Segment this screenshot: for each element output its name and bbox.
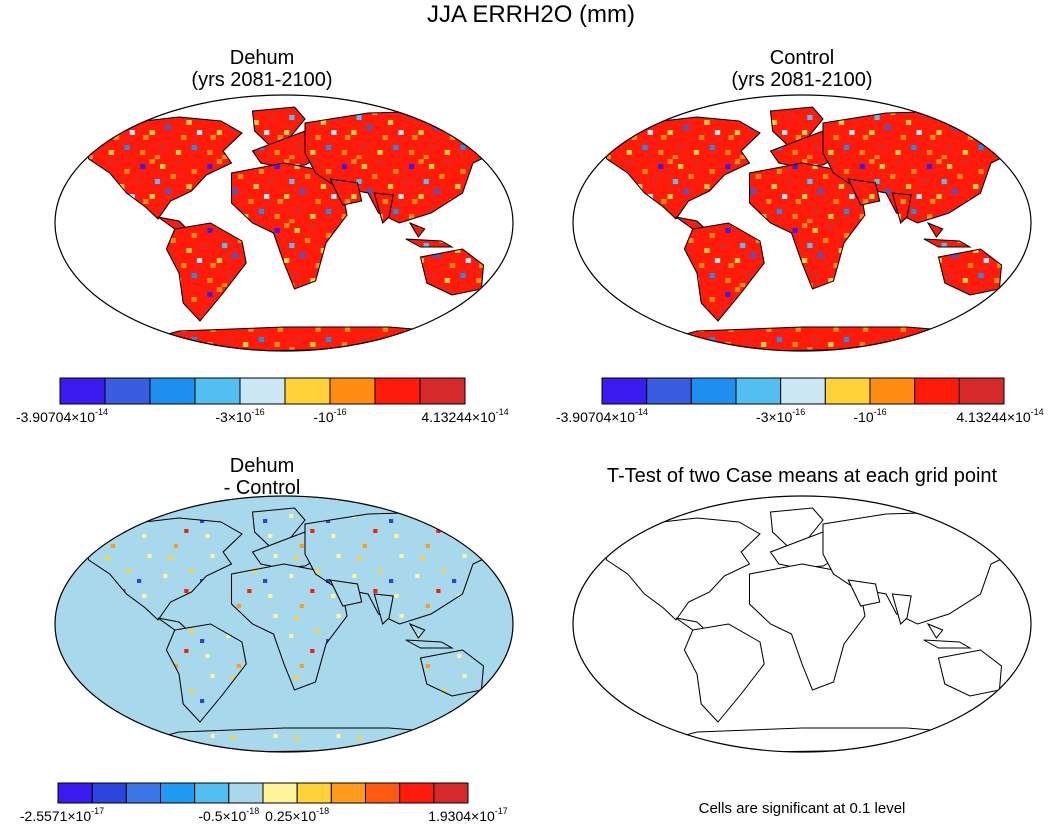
colorbar-swatch [958,377,1005,405]
map-frame [572,94,1032,352]
panel-title-line2: (yrs 2081-2100) [731,69,872,91]
colorbar-swatch [399,782,435,804]
colorbar-tick-label: -3×10-16 [215,407,264,425]
panel-title-line1: Dehum [230,455,294,477]
map-frame [572,495,1032,753]
colorbar-swatch [149,377,196,405]
significance-note: Cells are significant at 0.1 level [699,800,906,817]
colorbar-tick-label: -10-16 [853,407,886,425]
colorbar-swatch [433,782,469,804]
colorbar-swatch [160,782,196,804]
colorbar-tick-label: 4.13244×10-14 [421,407,508,425]
panel-title-line1: T-Test of two Case means at each grid po… [607,465,998,487]
colorbar-swatch [646,377,692,405]
colorbar-swatch [57,782,93,804]
colorbar-swatch [690,377,737,405]
colorbar: -2.5571×10-17 -0.5×10-18 0.25×10-18 1.9304×… [20,782,508,824]
panel-title-line2: (yrs 2081-2100) [191,69,332,91]
map-frame [54,94,514,352]
figure-title: JJA ERRH2O (mm) [427,1,635,28]
panel-title-line2: - Control [224,477,301,499]
colorbar-swatch [780,377,826,405]
colorbar-swatch [365,782,401,804]
map-frame [54,495,514,753]
colorbar-tick-label: -10-16 [313,407,346,425]
colorbar-swatch [374,377,421,405]
colorbar: -3.90704×10-14 -3×10-16 -10-16 4.13244×10-1… [556,377,1044,425]
panel-ttest: T-Test of two Case means at each grid po… [572,465,1032,817]
panel-control: Control (yrs 2081-2100) -3.90704×10-14 -3… [556,47,1044,425]
colorbar-tick-label: 0.25×10-18 [265,806,329,824]
colorbar-swatch [735,377,782,405]
colorbar-swatch [824,377,871,405]
colorbar-swatch [914,377,960,405]
colorbar-swatch [869,377,916,405]
colorbar-swatch [194,782,230,804]
colorbar-swatch [329,377,376,405]
panel-dehum: Dehum (yrs 2081-2100) -3.90704×10-14 -3×1… [16,47,514,425]
colorbar-tick-label: -3.90704×10-14 [556,407,648,425]
colorbar-swatch [239,377,286,405]
colorbar-tick-label: -2.5571×10-17 [20,806,104,824]
colorbar-swatch [419,377,466,405]
colorbar-swatch [125,782,162,804]
colorbar-swatch [296,782,332,804]
colorbar-swatch [284,377,331,405]
colorbar-tick-label: 1.9304×10-17 [428,806,508,824]
panel-title-line1: Dehum [230,47,294,69]
colorbar-swatch [91,782,127,804]
colorbar: -3.90704×10-14 -3×10-16 -10-16 4.13244×10-1… [16,377,509,425]
colorbar-tick-label: -3.90704×10-14 [16,407,108,425]
colorbar-swatch [104,377,151,405]
colorbar-swatch [330,782,367,804]
colorbar-swatch [262,782,298,804]
colorbar-swatch [601,377,648,405]
colorbar-swatch [59,377,106,405]
panel-title-line1: Control [770,47,834,69]
colorbar-swatch [194,377,241,405]
colorbar-swatch [228,782,264,804]
colorbar-tick-label: 4.13244×10-14 [956,407,1043,425]
colorbar-tick-label: -3×10-16 [756,407,805,425]
colorbar-tick-label: -0.5×10-18 [198,806,259,824]
panel-difference: Dehum - Control -2.5571×10-17 -0.5×10-18 0… [20,455,514,824]
